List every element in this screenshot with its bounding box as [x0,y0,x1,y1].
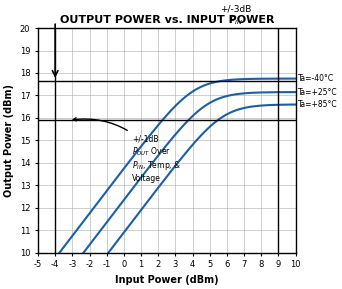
Text: +/-3dB
$P_{IN}$: +/-3dB $P_{IN}$ [220,4,251,27]
Text: Ta=+85°C: Ta=+85°C [298,100,338,109]
Title: OUTPUT POWER vs. INPUT POWER: OUTPUT POWER vs. INPUT POWER [60,14,274,25]
Text: +/-1dB
$P_{OUT}$ Over
$P_{IN}$, Temp, &
Voltage: +/-1dB $P_{OUT}$ Over $P_{IN}$, Temp, & … [73,118,182,183]
Text: Ta=-40°C: Ta=-40°C [298,74,334,83]
X-axis label: Input Power (dBm): Input Power (dBm) [115,275,219,285]
Text: Ta=+25°C: Ta=+25°C [298,88,338,97]
Y-axis label: Output Power (dBm): Output Power (dBm) [4,84,14,197]
